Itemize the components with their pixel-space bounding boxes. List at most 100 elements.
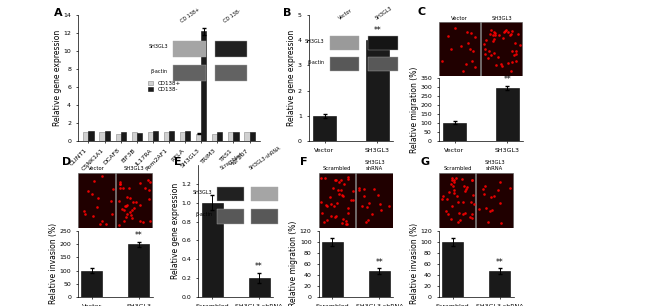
Text: Scrambled: Scrambled [323, 166, 352, 171]
Point [354, 186, 365, 191]
Point [458, 199, 468, 204]
Point [337, 192, 347, 197]
Point [511, 49, 521, 54]
Bar [185, 131, 190, 141]
Point [487, 208, 497, 213]
Point [443, 212, 454, 217]
Bar [202, 32, 206, 141]
Point [106, 198, 116, 203]
Point [467, 59, 477, 64]
Point [505, 32, 515, 37]
Point [88, 178, 99, 183]
Bar [121, 132, 126, 141]
Point [115, 182, 125, 187]
Point [468, 48, 478, 53]
FancyBboxPatch shape [368, 57, 398, 71]
Point [467, 177, 477, 182]
Text: Vector: Vector [452, 16, 468, 21]
Text: SH3GL3: SH3GL3 [492, 16, 512, 21]
Point [451, 175, 462, 180]
Text: B: B [283, 8, 292, 18]
Point [489, 31, 500, 36]
Point [122, 194, 133, 199]
Point [488, 32, 499, 37]
FancyBboxPatch shape [368, 36, 398, 50]
Point [317, 211, 328, 216]
Point [108, 186, 118, 191]
Point [458, 183, 469, 188]
Point [489, 37, 499, 42]
Text: E: E [174, 157, 182, 167]
Point [505, 185, 515, 190]
Bar [233, 132, 239, 141]
Point [375, 207, 385, 212]
Legend: CD138+, CD138-: CD138+, CD138- [148, 81, 181, 92]
Point [144, 197, 155, 202]
Bar [495, 88, 519, 141]
Point [339, 181, 350, 186]
FancyBboxPatch shape [356, 173, 393, 228]
Point [500, 28, 510, 33]
Text: Scrambled: Scrambled [219, 152, 243, 171]
Point [115, 180, 125, 185]
Point [79, 209, 90, 214]
Point [96, 218, 107, 223]
Point [448, 190, 459, 195]
Text: **: ** [135, 231, 143, 240]
Point [347, 198, 358, 203]
Point [474, 207, 485, 212]
Point [119, 219, 129, 224]
Point [129, 205, 140, 210]
Point [342, 221, 352, 226]
FancyBboxPatch shape [251, 187, 278, 201]
Point [495, 180, 505, 185]
Point [364, 201, 374, 206]
FancyBboxPatch shape [251, 209, 278, 224]
Point [336, 187, 346, 192]
Point [135, 180, 145, 185]
Point [493, 55, 503, 60]
Text: SH3GL3: SH3GL3 [305, 39, 324, 44]
FancyBboxPatch shape [79, 173, 114, 228]
Point [343, 175, 353, 180]
Point [510, 40, 521, 45]
Point [120, 203, 131, 208]
Point [489, 194, 500, 199]
Point [486, 28, 496, 32]
FancyBboxPatch shape [214, 65, 247, 81]
Point [462, 184, 472, 189]
Point [348, 188, 359, 193]
Point [503, 30, 514, 35]
Bar [250, 132, 255, 141]
Bar [217, 132, 222, 141]
Bar [196, 134, 202, 141]
Point [480, 37, 491, 42]
Y-axis label: Relative migration (%): Relative migration (%) [410, 66, 419, 153]
Text: **: ** [376, 258, 384, 267]
Point [501, 28, 512, 33]
Point [452, 199, 463, 204]
Point [467, 212, 477, 217]
Point [495, 62, 506, 67]
Point [333, 192, 344, 196]
Point [343, 177, 354, 182]
Text: β-actin: β-actin [195, 212, 212, 218]
Bar [313, 116, 337, 141]
Point [458, 212, 469, 217]
Point [135, 202, 146, 207]
Point [94, 221, 105, 226]
Point [469, 201, 479, 206]
Point [359, 194, 369, 199]
Point [454, 210, 465, 215]
Point [335, 178, 346, 183]
Point [333, 179, 344, 184]
Point [444, 189, 454, 194]
FancyBboxPatch shape [330, 57, 359, 71]
Point [481, 206, 491, 211]
Point [510, 59, 521, 64]
Point [122, 203, 132, 207]
Bar [365, 40, 389, 141]
Point [461, 62, 471, 67]
Point [505, 32, 515, 37]
Point [486, 195, 496, 200]
